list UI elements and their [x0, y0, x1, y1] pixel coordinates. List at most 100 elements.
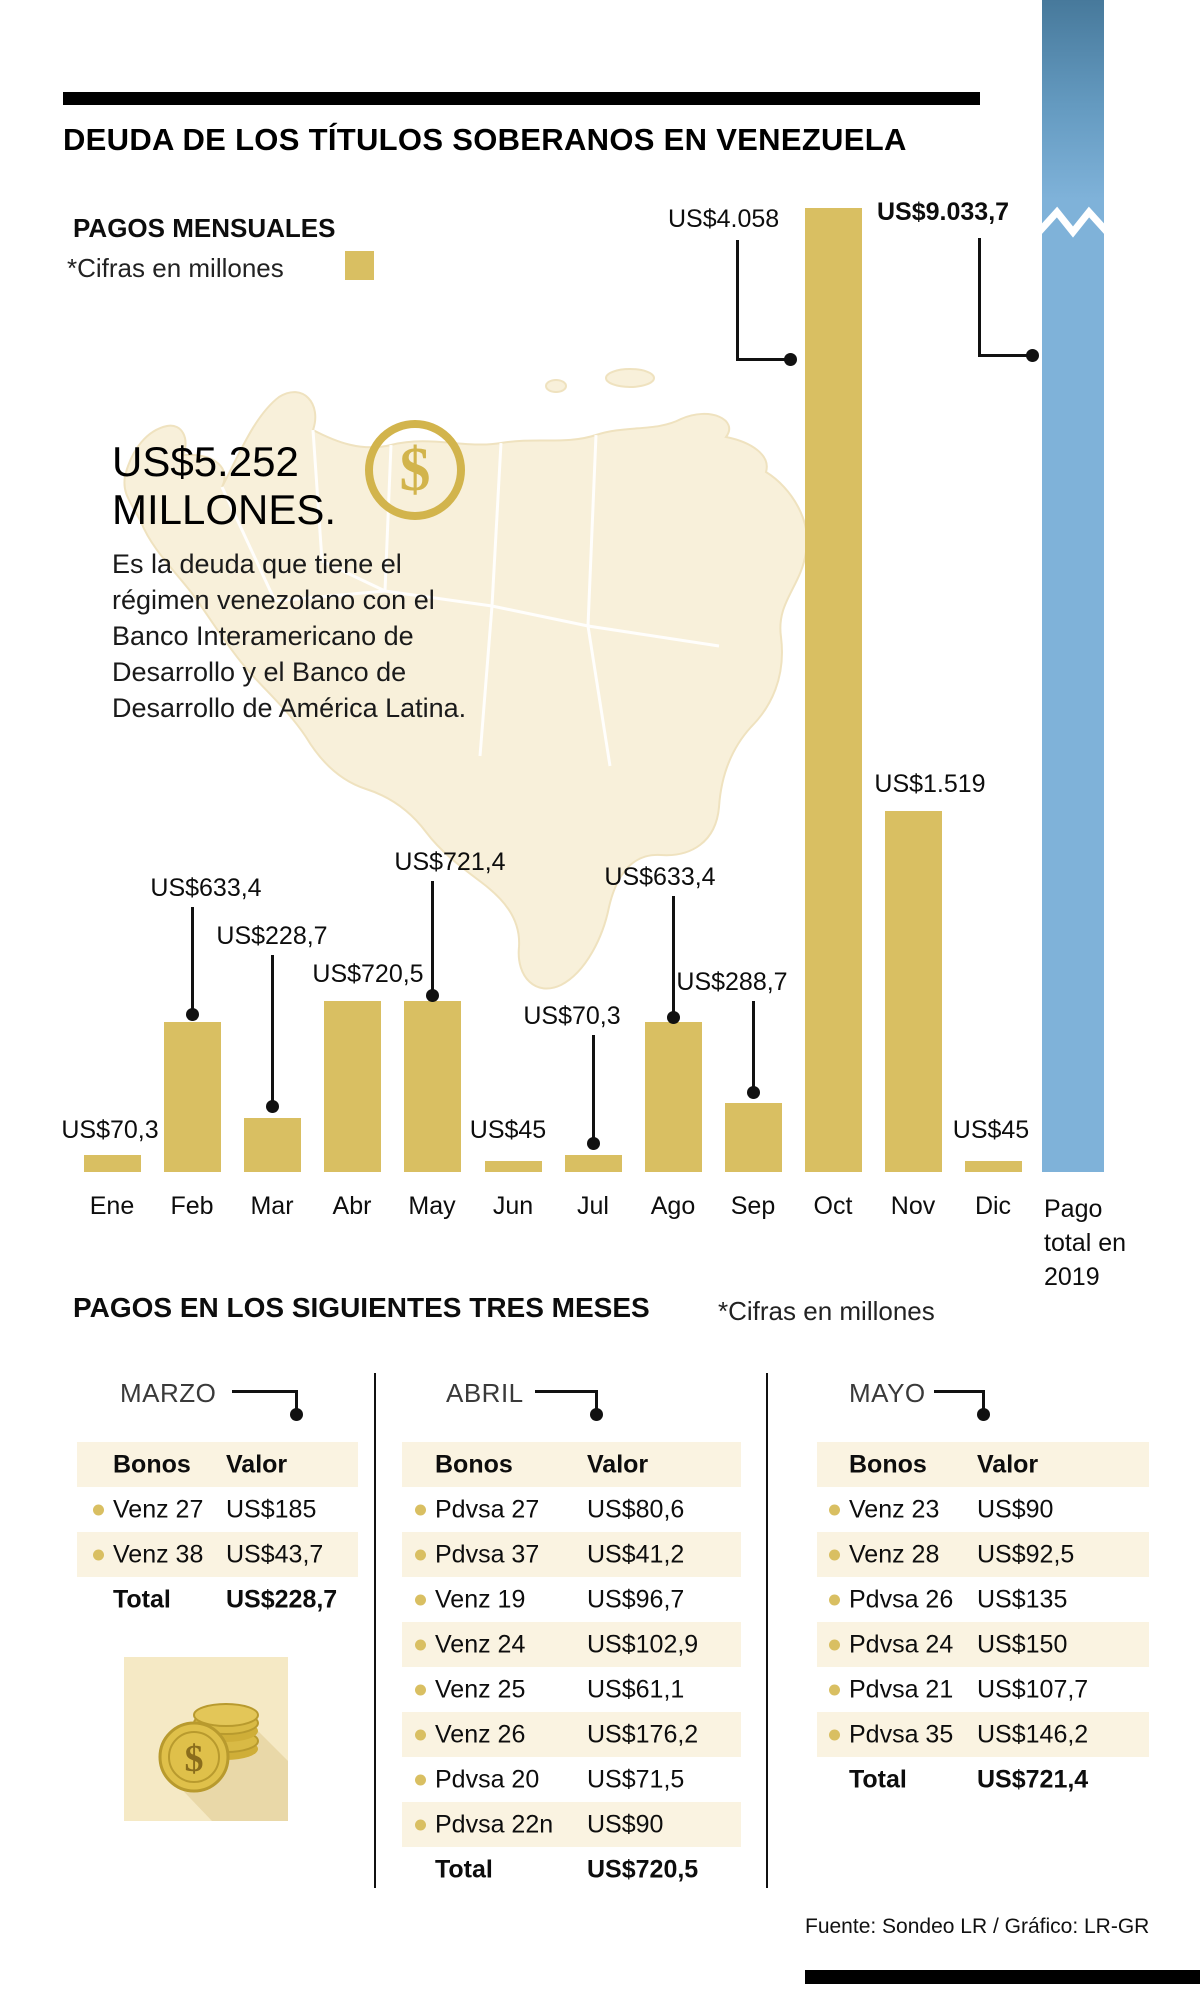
callout-line [982, 1390, 985, 1412]
bar-value-label: US$633,4 [150, 874, 262, 902]
title-rule [63, 92, 980, 105]
debt-amount: US$5.252 MILLONES. [112, 438, 336, 534]
debt-amount-value: US$5.252 [112, 438, 299, 485]
callout-dot [784, 353, 797, 366]
bond-value: US$92,5 [977, 1540, 1075, 1568]
callout-dot [426, 989, 439, 1002]
bar-value-label: US$633,4 [604, 863, 716, 891]
bond-name: Venz 25 [435, 1675, 526, 1703]
month-label: Ene [89, 1192, 135, 1220]
monthly-payments-chart: Ene US$70,3 Feb US$633,4 Mar US$228,7 Abr US$72… [61, 0, 1126, 1291]
table-row: Venz 25 US$61,1 [402, 1667, 741, 1712]
month-bar [884, 811, 942, 1172]
month-bar [403, 1001, 461, 1172]
bar-value-label: US$70,3 [523, 1002, 621, 1030]
table-header-row: Bonos Valor [402, 1442, 741, 1487]
month-bar [163, 1022, 221, 1172]
callout-line [592, 1035, 595, 1143]
bar-value-label: US$4.058 [668, 205, 780, 233]
table-row: Venz 28 US$92,5 [817, 1532, 1149, 1577]
callout-dot [587, 1137, 600, 1150]
callout-line [431, 881, 434, 995]
column-divider [374, 1373, 376, 1888]
callout-line [978, 238, 981, 356]
month-label: May [408, 1192, 456, 1220]
month-bar [484, 1161, 542, 1172]
bar-value-label: US$228,7 [216, 922, 328, 950]
chart-note: *Cifras en millones [67, 253, 284, 283]
legend-swatch [345, 251, 374, 280]
total-label: Total [435, 1855, 493, 1883]
bond-bullet [415, 1684, 426, 1695]
bond-value: US$41,2 [587, 1540, 685, 1568]
bond-bullet [415, 1504, 426, 1515]
bond-bullet [93, 1504, 104, 1515]
table-header-row: Bonos Valor [817, 1442, 1149, 1487]
month-label: Ago [650, 1192, 696, 1220]
bond-value: US$185 [226, 1495, 317, 1523]
callout-line [535, 1390, 598, 1393]
month-bar [243, 1118, 301, 1172]
table-row: Pdvsa 22n US$90 [402, 1802, 741, 1847]
callout-dot [667, 1011, 680, 1024]
callout-line [595, 1390, 598, 1412]
bond-name: Venz 19 [435, 1585, 526, 1613]
total-label: Total [849, 1765, 907, 1793]
dollar-glyph: $ [399, 435, 431, 504]
table-month-title: ABRIL [446, 1378, 524, 1408]
callout-line [271, 955, 274, 1106]
bond-bullet [415, 1639, 426, 1650]
month-bar [644, 1022, 702, 1172]
callout-dot [266, 1100, 279, 1113]
debt-description: Es la deuda que tiene el régimen venezol… [112, 549, 467, 723]
callout-dot [290, 1408, 303, 1421]
bond-name: Venz 38 [113, 1540, 204, 1568]
column-header: Bonos [113, 1450, 191, 1478]
bar-value-label: US$1.519 [874, 770, 986, 798]
bond-value: US$96,7 [587, 1585, 685, 1613]
bond-value: US$43,7 [226, 1540, 324, 1568]
table-header-row: Bonos Valor [77, 1442, 358, 1487]
month-label: Jun [492, 1192, 534, 1220]
bond-value: US$71,5 [587, 1765, 685, 1793]
table-row: Pdvsa 26 US$135 [817, 1577, 1149, 1622]
column-header: Bonos [435, 1450, 513, 1478]
table-row: Venz 19 US$96,7 [402, 1577, 741, 1622]
section-heading: PAGOS EN LOS SIGUIENTES TRES MESES [73, 1292, 650, 1323]
callout-line [295, 1390, 298, 1412]
svg-text:$: $ [185, 1738, 204, 1780]
table-month-title: MAYO [849, 1378, 926, 1408]
total-caption: Pago total en 2019 [1044, 1195, 1127, 1291]
bond-name: Pdvsa 35 [849, 1720, 954, 1748]
month-bar [804, 208, 862, 1172]
table-total-row: Total US$720,5 [402, 1847, 741, 1892]
table-row: Pdvsa 35 US$146,2 [817, 1712, 1149, 1757]
section-note: *Cifras en millones [718, 1296, 935, 1326]
total-value: US$721,4 [977, 1765, 1089, 1793]
callout-dot [747, 1086, 760, 1099]
coins-icon: $ [124, 1657, 288, 1821]
bond-name: Pdvsa 26 [849, 1585, 954, 1613]
bond-bullet [93, 1549, 104, 1560]
bond-name: Venz 27 [113, 1495, 204, 1523]
callout-line [736, 240, 739, 360]
bond-name: Venz 23 [849, 1495, 940, 1523]
table-row: Venz 24 US$102,9 [402, 1622, 741, 1667]
bond-value: US$102,9 [587, 1630, 699, 1658]
bond-name: Pdvsa 37 [435, 1540, 540, 1568]
table-month-title: MARZO [120, 1378, 217, 1408]
callout-line [191, 907, 194, 1014]
bond-bullet [829, 1504, 840, 1515]
total-value: US$720,5 [587, 1855, 699, 1883]
bond-value: US$135 [977, 1585, 1068, 1613]
table-row: Pdvsa 24 US$150 [817, 1622, 1149, 1667]
bar-break-zigzag [1042, 206, 1104, 238]
callout-dot [1026, 349, 1039, 362]
callout-line [978, 354, 1030, 357]
bond-bullet [829, 1684, 840, 1695]
table-row: Pdvsa 20 US$71,5 [402, 1757, 741, 1802]
bond-value: US$61,1 [587, 1675, 685, 1703]
bond-bullet [829, 1549, 840, 1560]
bond-value: US$146,2 [977, 1720, 1089, 1748]
